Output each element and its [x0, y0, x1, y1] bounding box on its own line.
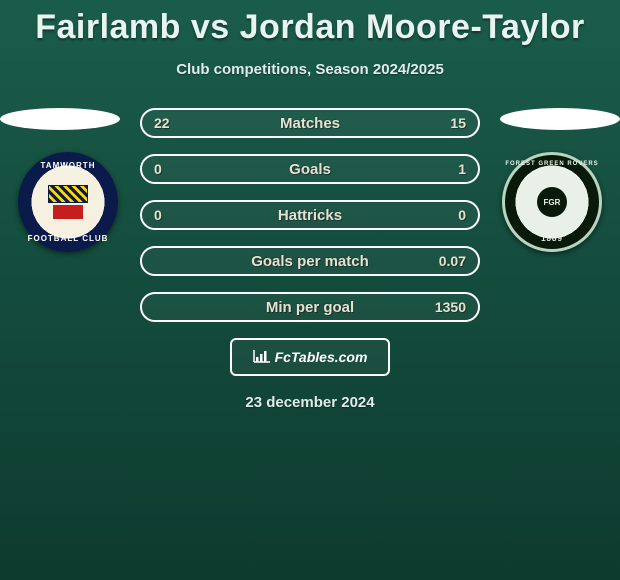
- subtitle: Club competitions, Season 2024/2025: [0, 61, 620, 78]
- stat-row-min-per-goal: Min per goal 1350: [140, 292, 480, 322]
- stat-label: Hattricks: [278, 207, 342, 224]
- brand-box[interactable]: FcTables.com: [230, 338, 390, 376]
- stat-row-goals-per-match: Goals per match 0.07: [140, 246, 480, 276]
- stat-row-hattricks: 0 Hattricks 0: [140, 200, 480, 230]
- brand-text: FcTables.com: [275, 349, 368, 365]
- stats-list: 22 Matches 15 0 Goals 1 0 Hattricks 0 Go…: [140, 108, 480, 322]
- crest-right-inner: FGR: [525, 175, 580, 230]
- crest-right-badge: FGR: [537, 187, 567, 217]
- page-title: Fairlamb vs Jordan Moore-Taylor: [0, 0, 620, 47]
- oval-accent-right: [500, 108, 620, 130]
- stat-label: Min per goal: [266, 299, 354, 316]
- stat-label: Goals per match: [251, 253, 369, 270]
- crest-left-name-top: TAMWORTH: [21, 161, 115, 170]
- crest-left-pattern: [48, 185, 88, 203]
- stat-right-value: 0: [458, 207, 466, 223]
- club-crest-right: FOREST GREEN ROVERS FGR 1889: [502, 152, 602, 252]
- stat-row-goals: 0 Goals 1: [140, 154, 480, 184]
- stat-label: Goals: [289, 161, 331, 178]
- stat-right-value: 1350: [435, 299, 466, 315]
- crest-left-inner: [41, 175, 96, 230]
- stat-right-value: 1: [458, 161, 466, 177]
- club-crest-left: TAMWORTH FOOTBALL CLUB: [18, 152, 118, 252]
- stat-left-value: 0: [154, 207, 162, 223]
- stat-label: Matches: [280, 115, 340, 132]
- oval-accent-left: [0, 108, 120, 130]
- comparison-area: TAMWORTH FOOTBALL CLUB FOREST GREEN ROVE…: [0, 108, 620, 411]
- crest-left-name-bottom: FOOTBALL CLUB: [21, 234, 115, 243]
- crest-right-name-top: FOREST GREEN ROVERS: [505, 161, 599, 167]
- stat-left-value: 22: [154, 115, 170, 131]
- crest-left-red: [53, 205, 83, 219]
- stat-row-matches: 22 Matches 15: [140, 108, 480, 138]
- chart-icon: [253, 349, 271, 366]
- stat-left-value: 0: [154, 161, 162, 177]
- date-text: 23 december 2024: [0, 394, 620, 411]
- stat-right-value: 0.07: [439, 253, 466, 269]
- crest-right-name-bottom: 1889: [505, 234, 599, 243]
- stat-right-value: 15: [450, 115, 466, 131]
